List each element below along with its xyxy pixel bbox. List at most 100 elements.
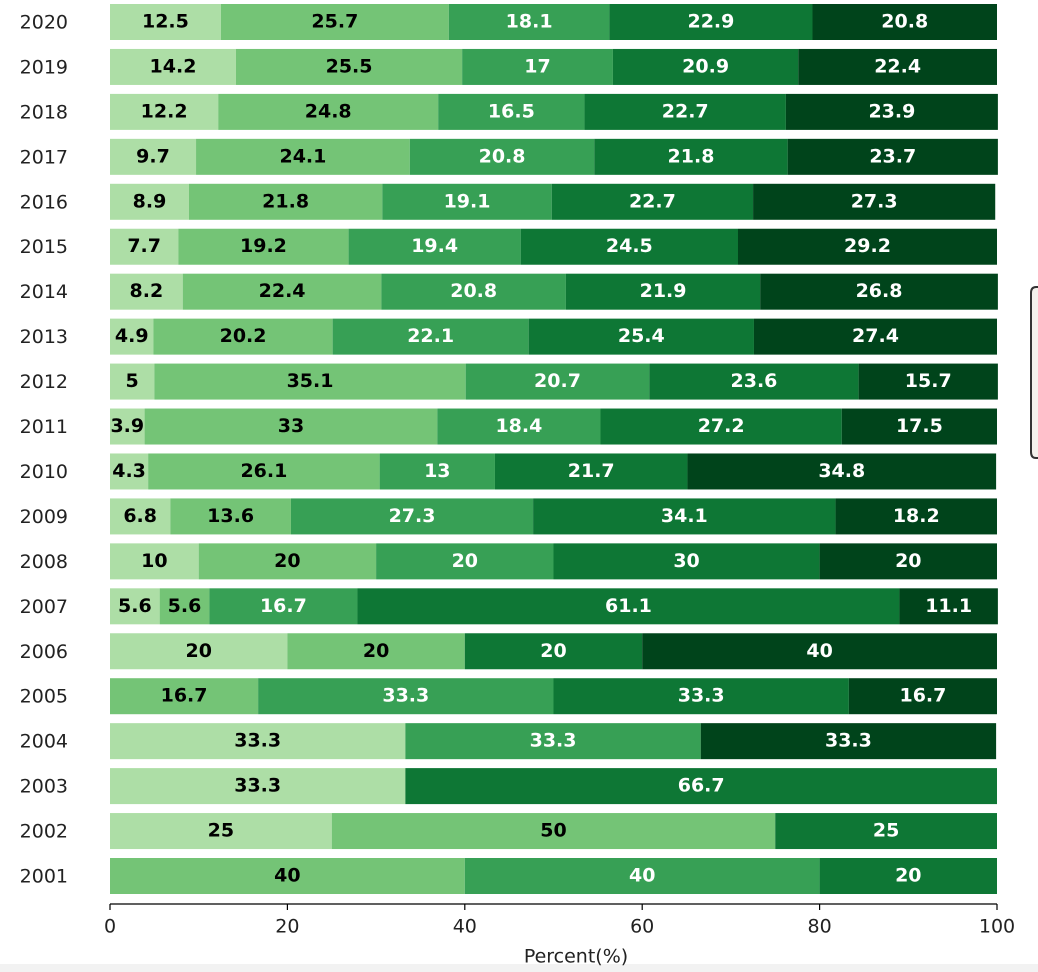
bar-segment xyxy=(533,498,836,535)
x-tick-label: 60 xyxy=(630,916,654,938)
value-label: 20 xyxy=(363,640,389,662)
y-tick-label: 2005 xyxy=(20,686,68,708)
bar-segment xyxy=(159,588,210,625)
x-axis-label: Percent(%) xyxy=(524,946,628,968)
bar-segment xyxy=(381,273,566,310)
bar-segment xyxy=(110,138,197,175)
value-label: 25.4 xyxy=(618,325,665,347)
value-label: 33 xyxy=(278,415,304,437)
bar-segment xyxy=(812,4,997,40)
bar-segment xyxy=(775,813,997,850)
bar-segment xyxy=(841,408,997,445)
y-tick-label: 2009 xyxy=(20,506,68,528)
bar-segment xyxy=(258,678,554,715)
value-label: 19.2 xyxy=(240,235,287,257)
value-label: 23.9 xyxy=(868,100,915,122)
value-label: 16.7 xyxy=(260,595,307,617)
value-label: 4.9 xyxy=(115,325,149,347)
value-label: 33.3 xyxy=(234,775,281,797)
value-label: 29.2 xyxy=(844,235,891,257)
value-label: 14.2 xyxy=(150,55,197,77)
bar-segment xyxy=(520,228,738,265)
bar-segment xyxy=(835,498,997,535)
bar-segment xyxy=(110,363,155,400)
bar-segment xyxy=(178,228,349,265)
value-label: 22.7 xyxy=(629,190,676,212)
value-label: 20 xyxy=(540,640,566,662)
value-label: 18.2 xyxy=(893,505,940,527)
bar-segment xyxy=(110,453,149,490)
bar-segment xyxy=(700,723,997,760)
value-label: 33.3 xyxy=(382,685,429,707)
x-tick-label: 100 xyxy=(979,916,1015,938)
value-label: 12.2 xyxy=(141,100,188,122)
bar-segment xyxy=(565,273,761,310)
bar-segment xyxy=(687,453,997,490)
bar-segment xyxy=(110,498,171,535)
y-tick-label: 2020 xyxy=(20,12,68,34)
value-label: 6.8 xyxy=(123,505,157,527)
bar-segment xyxy=(798,48,997,85)
y-tick-label: 2019 xyxy=(20,56,68,78)
bar-segment xyxy=(379,453,495,490)
bar-segment xyxy=(494,453,688,490)
bar-segment xyxy=(785,93,998,130)
bar-segment xyxy=(464,633,643,670)
bar-segment xyxy=(737,228,997,265)
value-label: 3.9 xyxy=(110,415,144,437)
value-label: 5 xyxy=(126,370,139,392)
value-label: 17.5 xyxy=(896,415,943,437)
value-label: 10 xyxy=(141,550,167,572)
value-label: 50 xyxy=(540,820,566,842)
bar-segment xyxy=(110,4,221,40)
value-label: 22.4 xyxy=(259,280,306,302)
bar-segment xyxy=(848,678,997,715)
bar-segment xyxy=(753,318,997,355)
value-label: 33.3 xyxy=(530,730,577,752)
value-label: 24.5 xyxy=(606,235,653,257)
value-label: 5.6 xyxy=(168,595,202,617)
bar-segment xyxy=(553,543,820,580)
value-label: 25 xyxy=(873,820,899,842)
y-tick-label: 2017 xyxy=(20,146,68,168)
bar-segment xyxy=(376,543,554,580)
value-label: 7.7 xyxy=(127,235,161,257)
value-label: 15.7 xyxy=(905,370,952,392)
y-tick-label: 2006 xyxy=(20,641,68,663)
x-tick-label: 20 xyxy=(275,916,299,938)
value-label: 27.3 xyxy=(389,505,436,527)
value-label: 16.7 xyxy=(899,685,946,707)
y-tick-label: 2008 xyxy=(20,551,68,573)
bar-segment xyxy=(110,723,406,760)
value-label: 26.1 xyxy=(240,460,287,482)
value-label: 35.1 xyxy=(287,370,334,392)
value-label: 66.7 xyxy=(678,775,725,797)
value-label: 33.3 xyxy=(825,730,872,752)
value-label: 34.8 xyxy=(818,460,865,482)
y-tick-label: 2011 xyxy=(20,416,68,438)
value-label: 16.7 xyxy=(161,685,208,707)
value-label: 19.1 xyxy=(444,190,491,212)
bar-segment xyxy=(110,588,160,625)
value-label: 20 xyxy=(274,550,300,572)
bar-segment xyxy=(110,273,183,310)
value-label: 26.8 xyxy=(856,280,903,302)
bar-segment xyxy=(110,813,332,850)
bar-segment xyxy=(144,408,438,445)
bar-segment xyxy=(858,363,998,400)
value-label: 21.7 xyxy=(568,460,615,482)
value-label: 30 xyxy=(673,550,699,572)
bar-segment xyxy=(448,4,610,40)
value-label: 25 xyxy=(208,820,234,842)
value-label: 20.8 xyxy=(881,11,928,33)
bar-segment xyxy=(110,768,406,805)
value-label: 27.4 xyxy=(852,325,899,347)
value-label: 18.1 xyxy=(506,11,553,33)
value-label: 40 xyxy=(629,865,655,887)
bar-segment xyxy=(382,183,552,220)
bar-segment xyxy=(154,363,466,400)
y-tick-label: 2001 xyxy=(20,866,68,888)
bar-segment xyxy=(110,633,288,670)
bar-segment xyxy=(551,183,754,220)
bar-segment xyxy=(196,138,410,175)
